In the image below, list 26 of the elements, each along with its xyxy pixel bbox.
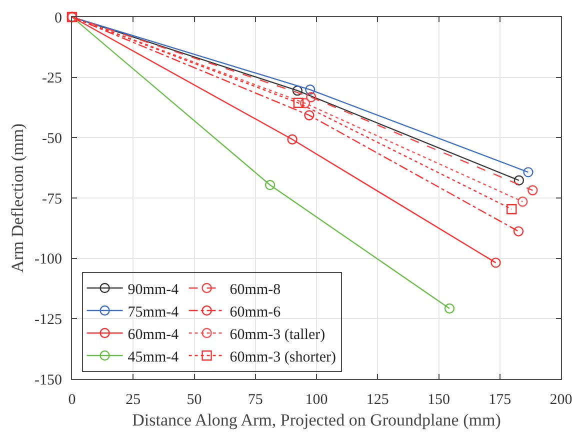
x-tick-label: 200	[550, 392, 572, 408]
x-axis-title: Distance Along Arm, Projected on Groundplane (mm)	[132, 410, 501, 430]
y-tick-label: -25	[42, 70, 62, 87]
legend-label: 90mm-4	[128, 282, 180, 298]
x-tick-label: 150	[428, 392, 450, 408]
x-tick-label: 25	[126, 392, 141, 408]
legend-label: 60mm-6	[230, 304, 282, 320]
y-tick-label: -75	[42, 191, 62, 208]
y-tick-label: -150	[34, 372, 62, 388]
x-tick-label: 100	[305, 392, 328, 408]
y-tick-label: -125	[34, 312, 62, 328]
x-tick-label: 175	[488, 392, 512, 408]
x-tick-label: 0	[68, 392, 76, 408]
y-axis-title: Arm Deflection (mm)	[8, 123, 28, 273]
y-tick-label: -100	[34, 252, 62, 268]
legend-label: 45mm-4	[128, 349, 180, 366]
legend-label: 60mm-3 (shorter)	[230, 349, 336, 366]
legend-label: 60mm-4	[128, 326, 180, 343]
y-tick-label: 0	[54, 10, 62, 26]
x-tick-label: 50	[186, 392, 202, 408]
legend-label: 60mm-8	[230, 282, 281, 298]
legend-label: 60mm-3 (taller)	[230, 326, 326, 343]
legend-label: 75mm-4	[128, 304, 180, 320]
y-tick-label: -50	[42, 130, 62, 147]
x-tick-label: 75	[248, 392, 263, 408]
x-tick-label: 125	[366, 392, 389, 408]
